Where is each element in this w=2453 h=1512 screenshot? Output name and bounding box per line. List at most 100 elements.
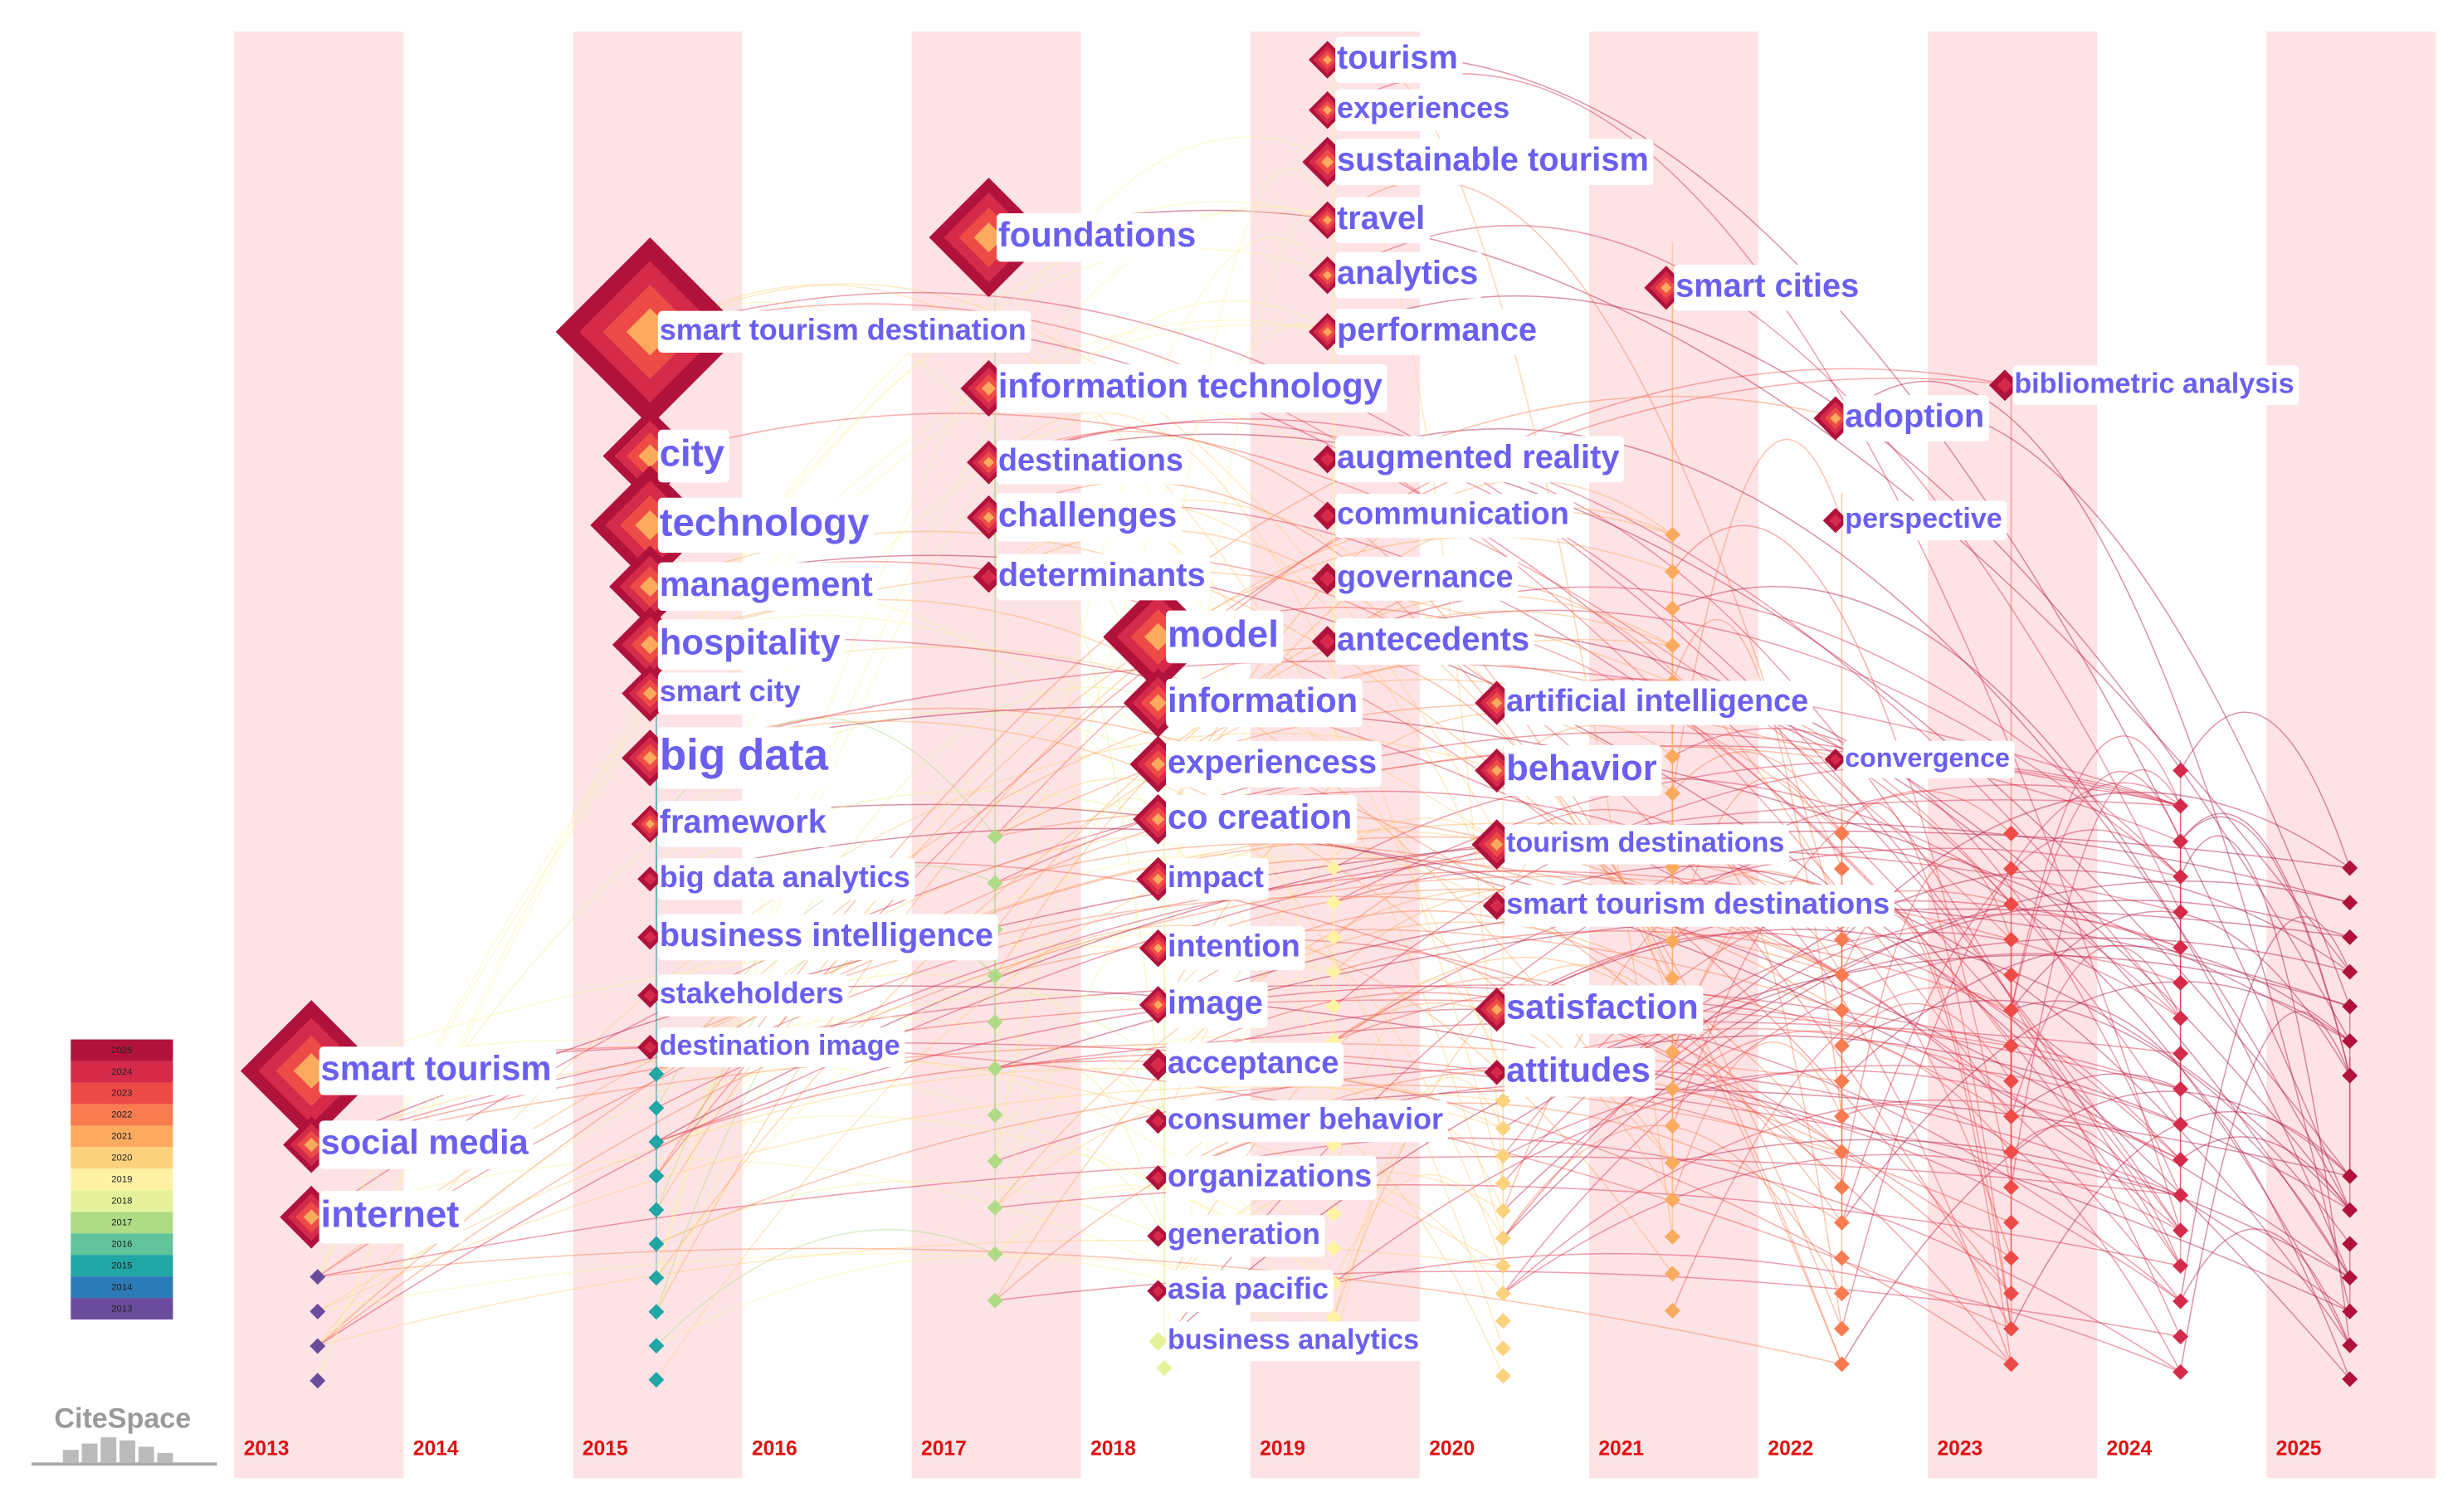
node-dot (2173, 1293, 2189, 1310)
label-bg (1166, 678, 1363, 728)
link (1334, 609, 2182, 878)
keyword-label: bibliometric analysis (2014, 368, 2294, 399)
link (317, 1240, 1504, 1347)
link (1671, 790, 2012, 1127)
link (317, 1247, 1842, 1365)
keyword-label: information (1168, 680, 1358, 719)
link (1502, 913, 2181, 1239)
keyword-label: convergence (1845, 743, 2010, 773)
keyword-label: experiences (1337, 90, 1509, 124)
keyword-label: city (660, 432, 725, 475)
link (1333, 978, 1504, 1180)
logo-base (31, 1462, 217, 1466)
label-bg (996, 440, 1188, 485)
node-dot (2342, 1270, 2358, 1286)
label-bg (319, 1120, 534, 1169)
keyword-label: analytics (1337, 255, 1478, 291)
keyword-node (1153, 943, 1163, 954)
keyword-label: co creation (1168, 797, 1352, 836)
link (1503, 866, 2351, 1346)
link (1841, 944, 2351, 1082)
link (1841, 981, 2351, 1223)
link (1333, 870, 2182, 1302)
link (2010, 944, 2182, 1117)
link (656, 984, 2181, 1143)
link (1333, 760, 2181, 904)
link (656, 848, 2181, 1109)
link (2179, 1011, 2351, 1373)
node-dot (2342, 1067, 2358, 1084)
keyword-label: communication (1337, 497, 1569, 532)
node-dot (1833, 1214, 1850, 1231)
legend-label: 2021 (111, 1132, 132, 1142)
label-bg (1504, 1048, 1656, 1097)
node-dot (648, 1236, 665, 1252)
node-dot (1664, 1118, 1680, 1134)
label-bg (1674, 264, 1865, 311)
keyword-label: tourism (1337, 40, 1458, 76)
legend-swatch (71, 1082, 173, 1105)
node-dot (1664, 1044, 1680, 1061)
node-dot (2342, 1236, 2358, 1252)
node-dot (648, 1066, 665, 1082)
logo-block (81, 1443, 98, 1463)
keyword-node (1320, 509, 1335, 524)
link (1671, 1041, 1843, 1201)
keyword-label: smart tourism destinations (1506, 886, 1890, 920)
keyword-label: antecedents (1337, 622, 1529, 658)
keyword-node (1153, 1000, 1163, 1010)
link (1333, 847, 2181, 1042)
keyword-node (1830, 412, 1841, 424)
keyword-label: intention (1168, 929, 1300, 964)
link (994, 924, 1674, 1275)
link (2011, 1000, 2351, 1380)
logo-block (100, 1436, 117, 1463)
link (1163, 888, 1842, 976)
link (1671, 438, 1843, 794)
link (1841, 858, 2012, 1188)
link (994, 1067, 1165, 1236)
link (1841, 802, 2012, 1329)
keyword-node (643, 988, 656, 1002)
keyword-label: asia pacific (1168, 1271, 1329, 1305)
year-label: 2015 (583, 1438, 628, 1461)
label-bg (1166, 982, 1268, 1028)
label-bg (2012, 365, 2299, 406)
legend-label: 2019 (111, 1175, 132, 1185)
node-dot (987, 968, 1003, 984)
keyword-label: satisfaction (1506, 988, 1699, 1027)
label-bg (1335, 309, 1542, 355)
link (1334, 55, 2351, 1211)
keyword-label: business intelligence (660, 917, 993, 954)
keyword-label: smart city (660, 674, 801, 708)
link (1503, 1035, 2351, 1211)
legend-label: 2017 (111, 1217, 132, 1227)
link (656, 1228, 996, 1347)
keyword-label: framework (660, 803, 827, 840)
link (656, 985, 2351, 1313)
label-bg (1335, 494, 1574, 539)
legend-label: 2022 (111, 1110, 132, 1120)
year-label: 2018 (1090, 1438, 1136, 1461)
label-bg (996, 212, 1201, 262)
node-dot (1664, 1302, 1680, 1319)
label-bg (1166, 858, 1269, 900)
node-dot (310, 1338, 326, 1354)
label-bg (1166, 1042, 1344, 1087)
node-dot (1495, 1285, 1511, 1302)
keyword-label: destination image (660, 1030, 900, 1061)
node-dot (2173, 1363, 2189, 1380)
keyword-label: generation (1168, 1217, 1320, 1251)
logo: CiteSpace (31, 1403, 217, 1466)
link (2179, 835, 2351, 1346)
keyword-label: consumer behavior (1168, 1102, 1443, 1136)
link (656, 1084, 1842, 1245)
label-bg (1843, 740, 2015, 778)
link (317, 1085, 1504, 1313)
link (2179, 1228, 2351, 1346)
year-label: 2025 (2276, 1438, 2322, 1461)
link (994, 418, 2182, 1019)
keyword-node (983, 456, 995, 468)
link (656, 803, 2351, 1312)
link (1671, 524, 2012, 1188)
